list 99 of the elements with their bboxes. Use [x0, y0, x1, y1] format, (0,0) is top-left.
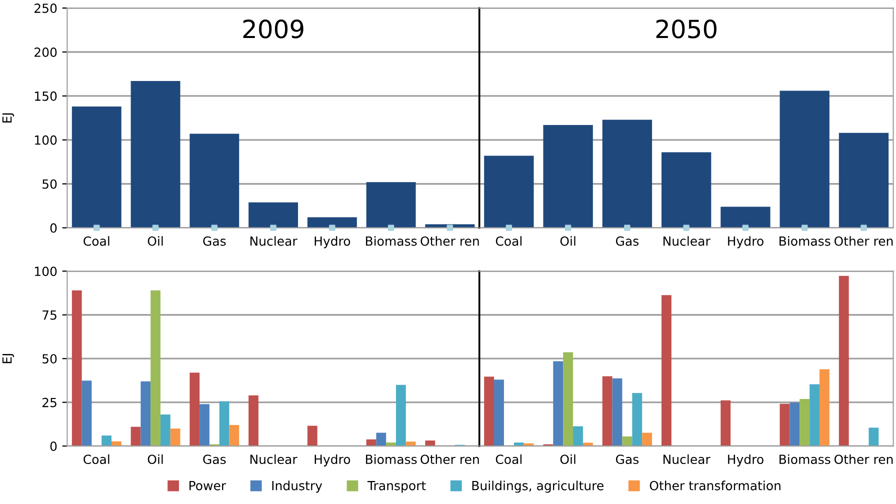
- x-tick-label: Coal: [496, 454, 522, 464]
- x-tick-label: Gas: [616, 454, 639, 464]
- chart-title: 2009: [243, 19, 304, 38]
- bar: [307, 217, 357, 228]
- y-tick-label: 75: [42, 310, 56, 320]
- x-tick-label: Nuclear: [250, 454, 298, 464]
- bar: [190, 134, 240, 228]
- y-tick-label: 0: [50, 442, 57, 451]
- x-tick-label: Hydro: [314, 236, 350, 248]
- bar: [406, 442, 416, 446]
- legend-label: Power: [190, 481, 226, 490]
- legend-label: Transport: [367, 481, 426, 493]
- bar: [72, 106, 122, 228]
- x-tick-label: Nuclear: [250, 236, 298, 246]
- bar: [160, 414, 170, 446]
- x-tick-label: Coal: [496, 236, 522, 246]
- y-axis-title: EJ: [2, 354, 14, 364]
- y-tick-label: 100: [34, 135, 57, 145]
- y-tick-label: 150: [34, 91, 57, 101]
- bar: [484, 156, 534, 228]
- bar: [307, 426, 318, 446]
- bar: [720, 206, 770, 228]
- bar: [810, 384, 820, 446]
- bar: [366, 182, 416, 228]
- x-tick-label: Other ren: [834, 236, 893, 246]
- x-tick-label: Gas: [203, 454, 226, 464]
- x-tick-label: Biomass: [366, 454, 417, 464]
- bar: [838, 132, 889, 228]
- x-tick-label: Biomass: [780, 236, 830, 246]
- x-tick-label: Nuclear: [664, 454, 710, 464]
- bar: [130, 426, 141, 446]
- x-tick-label: Nuclear: [664, 236, 710, 246]
- chart-title: 2050: [656, 19, 716, 38]
- bar: [790, 402, 800, 446]
- bar: [612, 378, 622, 446]
- bar: [602, 120, 652, 228]
- bar: [150, 290, 160, 446]
- bar: [602, 376, 612, 446]
- x-tick-label: Other ren: [834, 454, 893, 464]
- bar: [82, 380, 92, 446]
- bar: [102, 436, 112, 446]
- bar: [632, 393, 642, 446]
- bar: [200, 404, 210, 446]
- bar: [190, 372, 200, 446]
- x-tick-label: Hydro: [728, 236, 764, 248]
- x-tick-label: Other ren: [420, 454, 479, 464]
- x-tick-label: Oil: [148, 236, 163, 246]
- bar: [553, 361, 564, 446]
- bar: [72, 290, 82, 446]
- x-tick-label: Oil: [560, 236, 576, 246]
- y-tick-label: 250: [34, 4, 57, 13]
- x-tick-label: Gas: [616, 236, 639, 246]
- x-tick-label: Coal: [84, 236, 110, 246]
- y-tick-label: 50: [42, 354, 57, 364]
- x-tick-label: Oil: [148, 454, 163, 464]
- bar: [838, 276, 849, 446]
- bar: [662, 152, 712, 228]
- x-tick-label: Hydro: [314, 454, 350, 466]
- y-tick-label: 0: [50, 223, 57, 233]
- bar: [868, 428, 879, 446]
- bar: [563, 352, 574, 446]
- x-tick-label: Gas: [203, 236, 226, 246]
- bar: [720, 400, 731, 446]
- bar: [662, 295, 672, 446]
- x-tick-label: Biomass: [780, 454, 830, 464]
- y-tick-label: 50: [42, 179, 57, 189]
- bar: [543, 124, 593, 228]
- bar: [170, 428, 180, 446]
- bar: [130, 81, 180, 228]
- bar: [248, 395, 258, 446]
- y-axis-title: EJ: [2, 113, 14, 122]
- legend-label: Other transformation: [650, 480, 780, 490]
- y-tick-label: 200: [34, 47, 57, 57]
- x-tick-label: Oil: [560, 454, 576, 464]
- y-tick-label: 100: [34, 266, 57, 276]
- bar: [484, 376, 494, 446]
- bar: [248, 202, 298, 228]
- bar: [494, 380, 504, 446]
- bar: [780, 90, 830, 228]
- bar: [573, 426, 583, 446]
- bar: [219, 401, 230, 446]
- x-tick-label: Biomass: [366, 236, 417, 246]
- x-tick-label: Hydro: [728, 454, 764, 466]
- bar: [582, 442, 593, 446]
- bar: [425, 440, 436, 446]
- bar: [622, 436, 632, 446]
- x-tick-label: Coal: [84, 454, 110, 464]
- bar: [376, 432, 386, 446]
- bar: [800, 398, 810, 446]
- bar: [820, 369, 830, 446]
- bar: [396, 384, 406, 446]
- bar: [780, 404, 790, 446]
- x-tick-label: Other ren: [420, 236, 479, 246]
- bar: [229, 425, 240, 446]
- bar: [642, 432, 652, 446]
- legend-label: Buildings, agriculture: [472, 480, 604, 493]
- legend-label: Industry: [272, 480, 322, 493]
- bar: [140, 381, 151, 446]
- y-tick-label: 25: [42, 398, 56, 408]
